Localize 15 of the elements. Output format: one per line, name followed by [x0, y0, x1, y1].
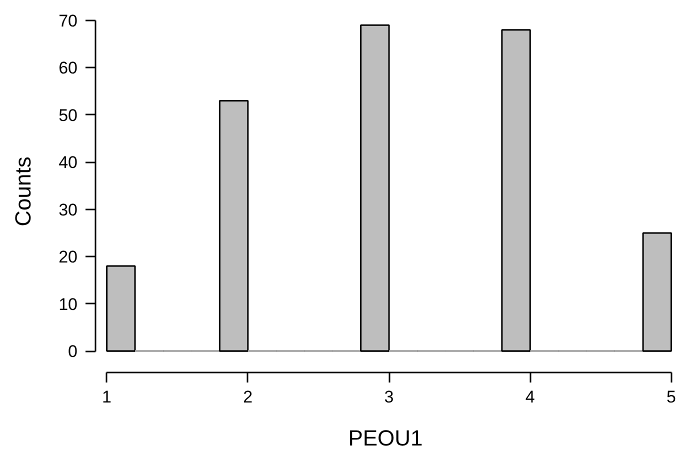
- y-tick-label: 50: [58, 106, 78, 125]
- x-tick-label: 3: [384, 388, 394, 406]
- x-axis-title: PEOU1: [348, 426, 423, 450]
- y-tick-label: 30: [58, 200, 78, 220]
- y-tick-label: 20: [58, 248, 78, 267]
- x-tick-label: 1: [102, 388, 112, 406]
- x-tick-label: 2: [243, 388, 253, 406]
- y-axis-title: Counts: [10, 156, 36, 226]
- y-tick-label: 70: [58, 11, 78, 30]
- y-tick-label: 0: [68, 342, 78, 362]
- y-tick-label: 40: [58, 153, 78, 172]
- x-tick-label: 4: [525, 388, 535, 406]
- y-tick-label: 60: [58, 58, 78, 78]
- y-tick-label: 10: [58, 294, 78, 314]
- x-tick-label: 5: [666, 388, 676, 406]
